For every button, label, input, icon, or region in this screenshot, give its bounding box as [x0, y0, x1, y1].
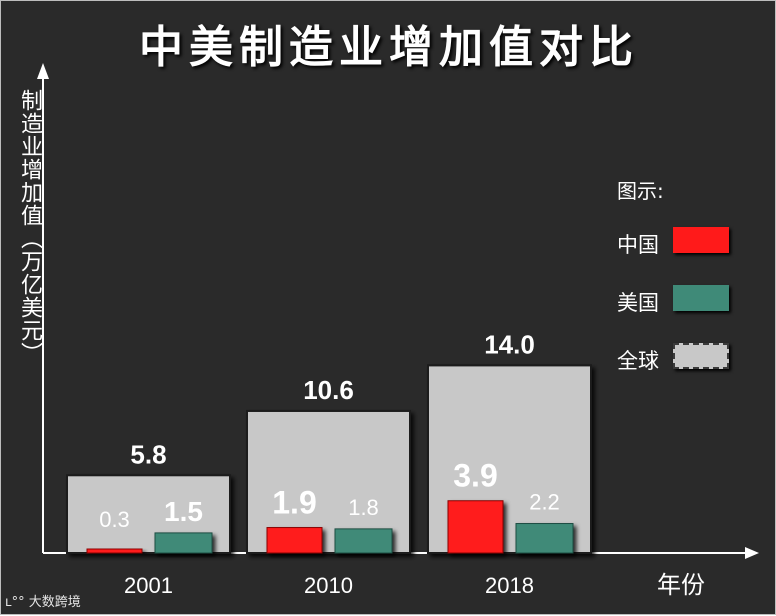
bar-china-2001: [86, 548, 143, 554]
legend-label-global: 全球: [617, 349, 659, 373]
value-label-china-2018: 3.9: [453, 458, 497, 494]
watermark-logo-icon: ʟ°°: [5, 595, 25, 610]
value-label-global-2018: 14.0: [484, 329, 535, 359]
legend-swatch-global: [673, 343, 729, 369]
bar-usa-2001: [154, 532, 213, 554]
watermark: ʟ°° 大数跨境: [5, 591, 81, 610]
legend-label-usa: 美国: [617, 291, 659, 315]
x-axis-arrow: [745, 547, 759, 559]
chart-title: 中美制造业增加值对比: [139, 22, 639, 73]
value-label-usa-2001: 1.5: [164, 496, 203, 527]
legend-swatch-usa: [673, 285, 729, 311]
legend-item-usa: 美国: [617, 281, 747, 317]
x-tick-label-2018: 2018: [485, 573, 534, 598]
x-tick-label-2001: 2001: [124, 573, 173, 598]
bar-china-2018: [447, 500, 504, 554]
legend-item-china: 中国: [617, 223, 747, 259]
value-label-usa-2010: 1.8: [348, 495, 379, 520]
legend-label-china: 中国: [617, 233, 659, 257]
bar-usa-2010: [334, 528, 393, 554]
value-label-usa-2018: 2.2: [529, 490, 560, 515]
x-axis-label: 年份: [657, 572, 705, 599]
value-label-global-2010: 10.6: [303, 375, 354, 405]
bar-china-2010: [266, 527, 323, 554]
y-axis-arrow: [37, 63, 49, 79]
bar-usa-2018: [515, 523, 574, 554]
watermark-text: 大数跨境: [28, 595, 81, 610]
legend-swatch-china: [673, 227, 729, 253]
legend-title: 图示:: [617, 179, 664, 203]
value-label-global-2001: 5.8: [130, 439, 166, 469]
x-tick-label-2010: 2010: [304, 573, 353, 598]
y-axis-label: 制造业增加值（万亿美元）: [17, 89, 42, 365]
value-label-china-2010: 1.9: [272, 485, 316, 521]
legend-item-global: 全球: [617, 339, 747, 375]
value-label-china-2001: 0.3: [99, 507, 130, 532]
